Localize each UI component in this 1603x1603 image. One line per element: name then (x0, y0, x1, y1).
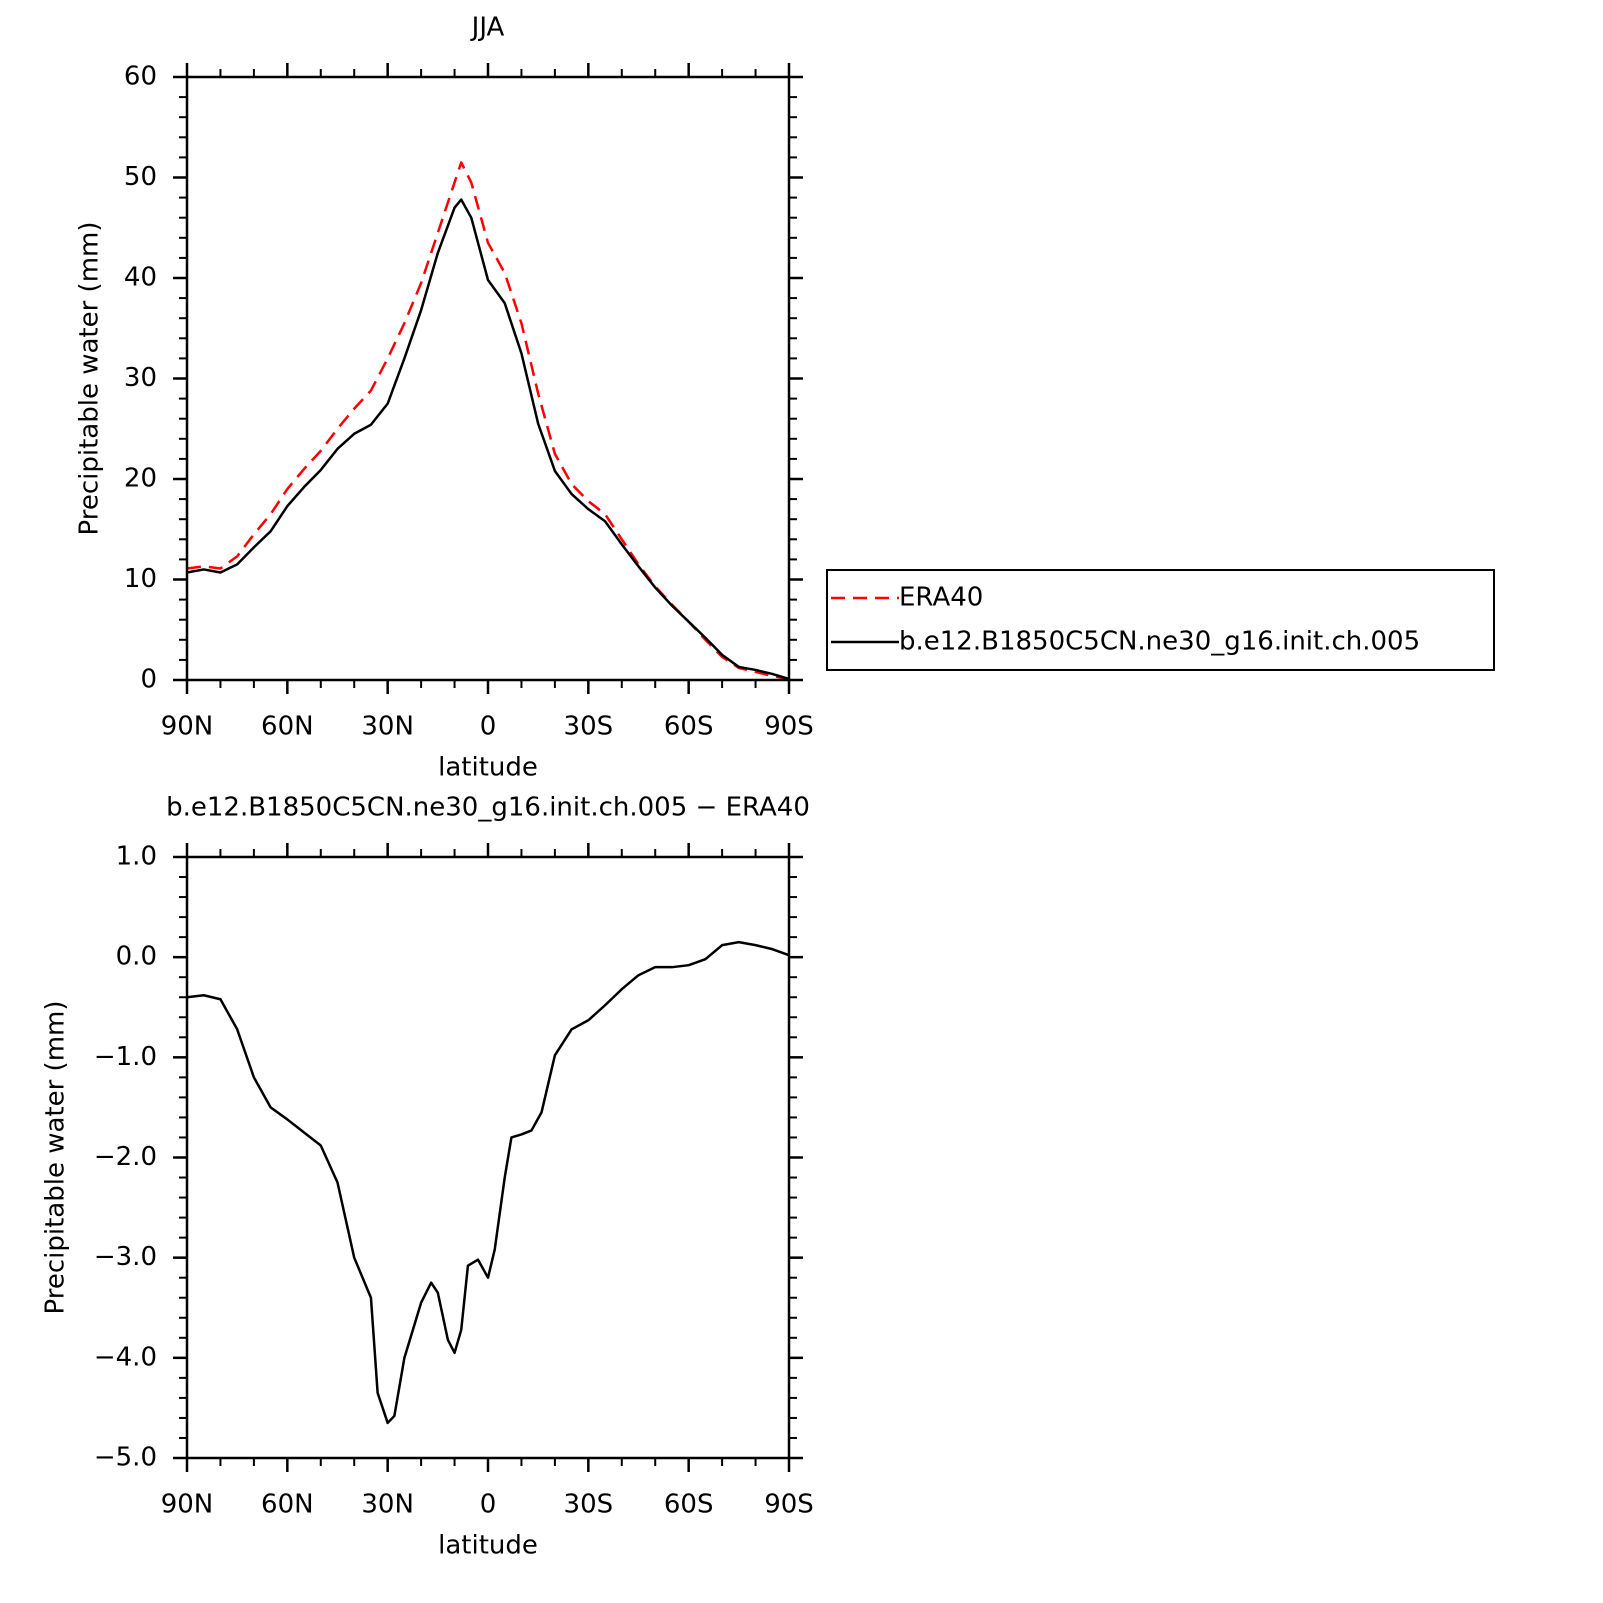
y-tick-label: 30 (124, 363, 157, 393)
x-tick-label: 60N (261, 1490, 314, 1520)
x-tick-label: 90S (764, 1490, 814, 1520)
y-tick-label: 0 (140, 665, 157, 695)
x-tick-label: 90S (764, 712, 814, 742)
y-tick-label: −2.0 (94, 1142, 157, 1172)
x-tick-label: 30N (361, 1490, 414, 1520)
x-tick-label: 60S (664, 1490, 714, 1520)
x-tick-label: 90N (161, 712, 214, 742)
x-tick-label: 0 (480, 1490, 497, 1520)
y-tick-label: 10 (124, 564, 157, 594)
y-tick-label: −4.0 (94, 1342, 157, 1372)
y-axis-label: Precipitable water (mm) (75, 222, 105, 536)
chart-title: JJA (470, 13, 505, 43)
x-tick-label: 30N (361, 712, 414, 742)
y-tick-label: 1.0 (116, 842, 157, 872)
y-tick-label: −1.0 (94, 1042, 157, 1072)
x-tick-label: 0 (480, 712, 497, 742)
x-tick-label: 60S (664, 712, 714, 742)
x-axis-label: latitude (438, 753, 538, 783)
x-tick-label: 30S (564, 712, 614, 742)
x-tick-label: 90N (161, 1490, 214, 1520)
chart-title: b.e12.B1850C5CN.ne30_g16.init.ch.005 − E… (166, 793, 810, 823)
legend-label: b.e12.B1850C5CN.ne30_g16.init.ch.005 (899, 627, 1420, 657)
legend-label: ERA40 (899, 583, 983, 613)
legend-box (826, 569, 1495, 671)
y-tick-label: 60 (124, 62, 157, 92)
data-line (186, 940, 790, 1425)
data-line (186, 161, 790, 681)
plot-frame (185, 855, 791, 1460)
plot-frame (185, 75, 791, 682)
y-axis-label: Precipitable water (mm) (41, 1001, 71, 1315)
y-tick-label: 20 (124, 464, 157, 494)
y-tick-label: −5.0 (94, 1443, 157, 1473)
y-tick-label: 40 (124, 263, 157, 293)
y-tick-label: 0.0 (116, 942, 157, 972)
y-tick-label: −3.0 (94, 1242, 157, 1272)
data-line (186, 198, 790, 681)
x-tick-label: 30S (564, 1490, 614, 1520)
y-tick-label: 50 (124, 162, 157, 192)
x-tick-label: 60N (261, 712, 314, 742)
x-axis-label: latitude (438, 1531, 538, 1561)
